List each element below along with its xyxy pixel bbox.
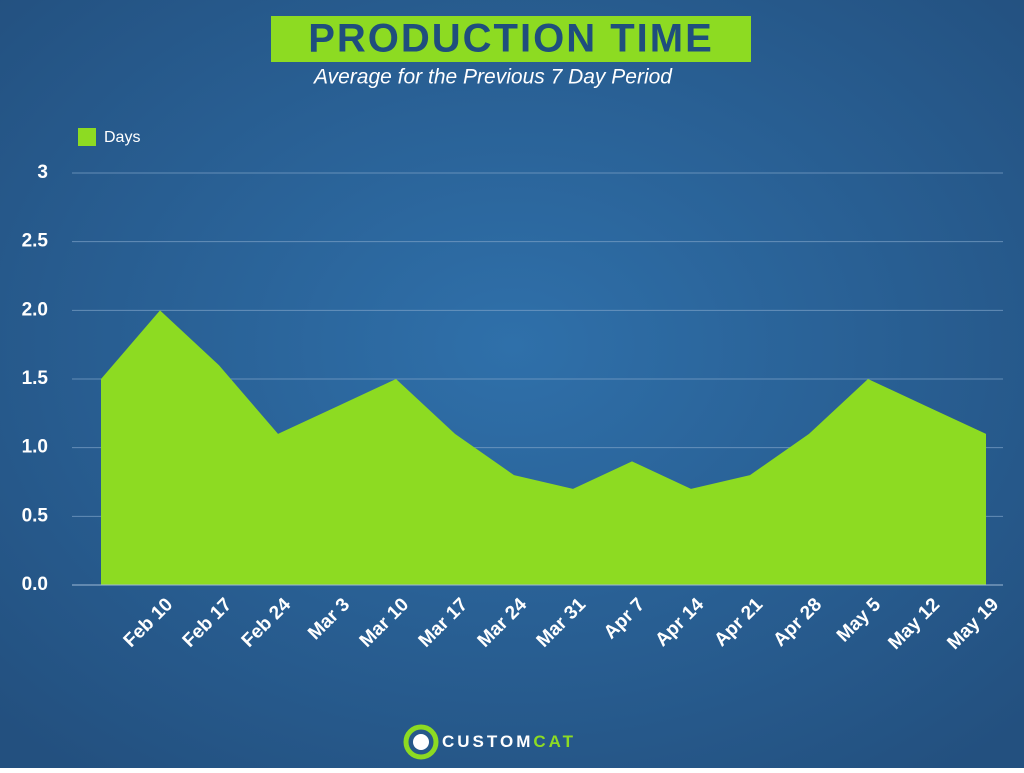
y-tick-label: 1.0: [22, 437, 48, 458]
legend-swatch: [78, 128, 96, 146]
logo-icon: [403, 724, 439, 760]
logo: CUSTOMCAT: [403, 724, 576, 760]
chart-subtitle: Average for the Previous 7 Day Period: [312, 66, 673, 89]
logo-part: CUSTOM: [442, 732, 533, 751]
logo-part: CAT: [533, 732, 576, 751]
y-tick-label: 0.5: [22, 505, 49, 526]
logo-text: CUSTOMCAT: [442, 732, 576, 751]
legend-label: Days: [104, 129, 140, 146]
area: [101, 310, 986, 585]
y-tick-label: 0.0: [22, 574, 48, 595]
y-tick-label: 1.5: [22, 368, 49, 389]
y-tick-label: 2.0: [22, 299, 48, 320]
y-tick-label: 3: [37, 162, 48, 183]
title-box: [271, 16, 751, 62]
logo-icon: [413, 734, 429, 750]
y-tick-label: 2.5: [22, 231, 49, 252]
chart-title: PRODUCTION TIME: [308, 17, 714, 61]
